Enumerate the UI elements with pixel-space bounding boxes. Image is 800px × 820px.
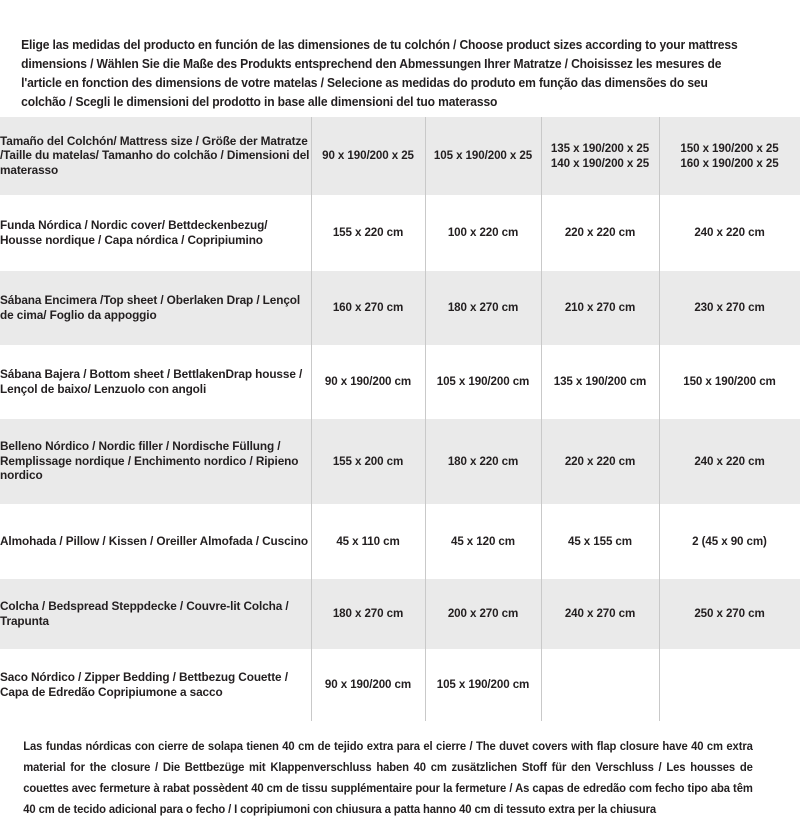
cell-nordic-cover-c2: 100 x 220 cm [424, 194, 541, 271]
row-label-bottom-sheet: Sábana Bajera / Bottom sheet / Bettlaken… [0, 344, 311, 419]
cell-bedspread-c4: 250 x 270 cm [658, 578, 800, 649]
cell-pillow-c3: 45 x 155 cm [540, 503, 659, 579]
cell-top-sheet-c4: 230 x 270 cm [658, 270, 800, 345]
header-col-90: 90 x 190/200 x 25 [310, 116, 425, 195]
cell-top-sheet-c3: 210 x 270 cm [540, 270, 659, 345]
table-row: Colcha / Bedspread Steppdecke / Couvre-l… [0, 578, 800, 649]
header-col-105: 105 x 190/200 x 25 [424, 116, 541, 195]
size-table-container: Tamaño del Colchón/ Mattress size / Größ… [0, 116, 800, 721]
intro-paragraph: Elige las medidas del producto en funció… [21, 37, 738, 110]
header-col-135-140: 135 x 190/200 x 25 140 x 190/200 x 25 [540, 116, 659, 195]
cell-pillow-c1: 45 x 110 cm [310, 503, 425, 579]
footnote-paragraph: Las fundas nórdicas con cierre de solapa… [23, 740, 753, 817]
cell-nordic-cover-c4: 240 x 220 cm [658, 194, 800, 271]
cell-nordic-cover-c1: 155 x 220 cm [310, 194, 425, 271]
cell-zipper-bedding-c3 [540, 648, 659, 721]
table-row: Funda Nórdica / Nordic cover/ Bettdecken… [0, 194, 800, 271]
header-col-150-160: 150 x 190/200 x 25 160 x 190/200 x 25 [658, 116, 800, 195]
cell-nordic-filler-c4: 240 x 220 cm [658, 418, 800, 504]
row-label-top-sheet: Sábana Encimera /Top sheet / Oberlaken D… [0, 270, 311, 345]
row-label-bedspread: Colcha / Bedspread Steppdecke / Couvre-l… [0, 578, 311, 649]
table-row: Sábana Encimera /Top sheet / Oberlaken D… [0, 270, 800, 345]
cell-zipper-bedding-c2: 105 x 190/200 cm [424, 648, 541, 721]
cell-top-sheet-c1: 160 x 270 cm [310, 270, 425, 345]
cell-bedspread-c3: 240 x 270 cm [540, 578, 659, 649]
cell-bottom-sheet-c2: 105 x 190/200 cm [424, 344, 541, 419]
size-guide-page: Elige las medidas del producto en funció… [0, 13, 800, 816]
cell-bedspread-c2: 200 x 270 cm [424, 578, 541, 649]
cell-nordic-filler-c2: 180 x 220 cm [424, 418, 541, 504]
cell-pillow-c2: 45 x 120 cm [424, 503, 541, 579]
cell-bottom-sheet-c1: 90 x 190/200 cm [310, 344, 425, 419]
cell-nordic-cover-c3: 220 x 220 cm [540, 194, 659, 271]
table-row: Sábana Bajera / Bottom sheet / Bettlaken… [0, 344, 800, 419]
row-label-pillow: Almohada / Pillow / Kissen / Oreiller Al… [0, 503, 311, 579]
row-label-nordic-cover: Funda Nórdica / Nordic cover/ Bettdecken… [0, 194, 311, 271]
cell-zipper-bedding-c1: 90 x 190/200 cm [310, 648, 425, 721]
table-row: Belleno Nórdico / Nordic filler / Nordis… [0, 418, 800, 504]
table-header-row: Tamaño del Colchón/ Mattress size / Größ… [0, 116, 800, 195]
table-row: Almohada / Pillow / Kissen / Oreiller Al… [0, 503, 800, 579]
cell-top-sheet-c2: 180 x 270 cm [424, 270, 541, 345]
row-label-zipper-bedding: Saco Nórdico / Zipper Bedding / Bettbezu… [0, 648, 311, 721]
mattress-size-table: Tamaño del Colchón/ Mattress size / Größ… [0, 116, 800, 721]
row-label-nordic-filler: Belleno Nórdico / Nordic filler / Nordis… [0, 418, 311, 504]
cell-nordic-filler-c3: 220 x 220 cm [540, 418, 659, 504]
cell-bottom-sheet-c3: 135 x 190/200 cm [540, 344, 659, 419]
cell-zipper-bedding-c4 [658, 648, 800, 721]
cell-bedspread-c1: 180 x 270 cm [310, 578, 425, 649]
header-mattress-size-label: Tamaño del Colchón/ Mattress size / Größ… [0, 116, 311, 195]
table-row: Saco Nórdico / Zipper Bedding / Bettbezu… [0, 648, 800, 721]
cell-pillow-c4: 2 (45 x 90 cm) [658, 503, 800, 579]
cell-nordic-filler-c1: 155 x 200 cm [310, 418, 425, 504]
cell-bottom-sheet-c4: 150 x 190/200 cm [658, 344, 800, 419]
